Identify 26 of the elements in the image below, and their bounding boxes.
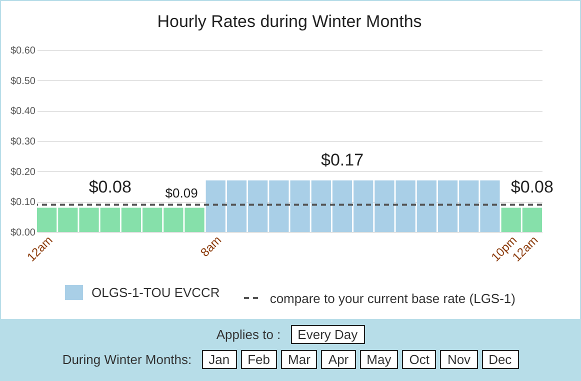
chart-title: Hourly Rates during Winter Months [157, 12, 422, 31]
text-field: Nov [440, 350, 478, 369]
data-label: $0.17 [320, 150, 364, 170]
text: Applies to : [216, 327, 281, 342]
text-field: Mar [281, 350, 318, 369]
text-field: Jan [202, 350, 237, 369]
text-field: Oct [402, 350, 436, 369]
data-label: $0.08 [510, 178, 554, 197]
text-field: Dec [482, 350, 519, 369]
y-tick-label: $0.10 [10, 197, 36, 208]
y-tick-label: $0.40 [10, 106, 36, 118]
data-label: $0.08 [88, 178, 132, 197]
y-tick-label: $0.50 [10, 76, 36, 87]
legend-label: OLGS-1-TOU EVCCR [90, 285, 220, 300]
text-field: Feb [240, 350, 278, 369]
x-tick-label: 8am [198, 233, 224, 260]
text: During Winter Months: [62, 352, 192, 367]
y-tick-label: $0.20 [10, 166, 36, 178]
text-field: Apr [321, 350, 356, 369]
y-tick-label: $0.00 [10, 228, 36, 238]
text-field: Every Day [290, 325, 365, 344]
text-field: May [360, 350, 398, 369]
legend-label: compare to your current base rate (LGS-1) [268, 290, 516, 306]
y-tick-label: $0.30 [10, 136, 36, 148]
annotation: $0.09 [165, 186, 198, 201]
y-tick-label: $0.60 [10, 46, 36, 56]
